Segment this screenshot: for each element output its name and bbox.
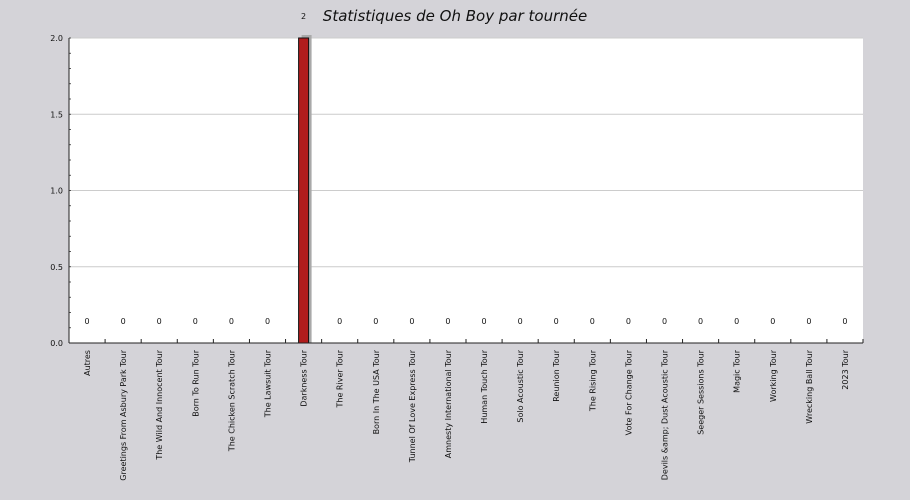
category-label: 2023 Tour (841, 349, 850, 389)
value-label: 0 (842, 317, 847, 326)
y-tick-label: 1.0 (50, 187, 63, 196)
category-label: Magic Tour (733, 349, 742, 393)
value-label: 0 (373, 317, 378, 326)
category-label: The Lawsuit Tour (264, 349, 273, 418)
value-label: 0 (590, 317, 595, 326)
category-label: Devils &amp; Dust Acoustic Tour (661, 349, 670, 480)
y-tick-label: 0.0 (50, 339, 63, 348)
value-label: 0 (229, 317, 234, 326)
value-label: 0 (409, 317, 414, 326)
axes (68, 37, 864, 344)
category-label: Seeger Sessions Tour (697, 349, 706, 434)
gridlines (69, 37, 863, 268)
value-label: 0 (806, 317, 811, 326)
category-label: The River Tour (336, 349, 345, 408)
value-label: 0 (157, 317, 162, 326)
category-label: Amnesty International Tour (444, 349, 453, 458)
category-label: Working Tour (769, 349, 778, 402)
category-label: Greetings From Asbury Park Tour (119, 349, 128, 480)
category-label: Wrecking Ball Tour (805, 349, 814, 423)
category-label: Born To Run Tour (191, 349, 200, 416)
value-label: 0 (445, 317, 450, 326)
value-label: 0 (518, 317, 523, 326)
bars (298, 35, 312, 344)
category-label: Tunnel Of Love Express Tour (408, 349, 417, 463)
y-tick-label: 0.5 (50, 263, 63, 272)
value-label: 2 (301, 12, 306, 21)
value-label: 0 (662, 317, 667, 326)
value-label: 0 (84, 317, 89, 326)
category-label: Darkness Tour (300, 349, 309, 406)
y-tick-label: 1.5 (50, 110, 63, 119)
labels: 0.0 0.5 1.0 1.5 2.0 0 Autres 0 Greetings From As… (50, 12, 850, 481)
category-label: Solo Acoustic Tour (516, 349, 525, 422)
value-label: 0 (337, 317, 342, 326)
value-label: 0 (121, 317, 126, 326)
category-label: Autres (83, 350, 92, 376)
category-label: The Chicken Scratch Tour (227, 349, 236, 452)
value-label: 0 (554, 317, 559, 326)
value-label: 0 (265, 317, 270, 326)
category-label: Vote For Change Tour (624, 349, 633, 435)
value-label: 0 (698, 317, 703, 326)
value-label: 0 (193, 317, 198, 326)
chart-title: Statistiques de Oh Boy par tournée (323, 7, 587, 25)
bar (298, 37, 310, 344)
value-label: 0 (770, 317, 775, 326)
value-label: 0 (626, 317, 631, 326)
category-label: Born In The USA Tour (372, 349, 381, 434)
value-label: 0 (481, 317, 486, 326)
category-label: The Wild And Innocent Tour (155, 349, 164, 460)
value-label: 0 (734, 317, 739, 326)
category-label: Human Touch Tour (480, 349, 489, 423)
y-tick-label: 2.0 (50, 34, 63, 43)
category-label: Reunion Tour (552, 349, 561, 401)
category-label: The Rising Tour (588, 349, 597, 412)
